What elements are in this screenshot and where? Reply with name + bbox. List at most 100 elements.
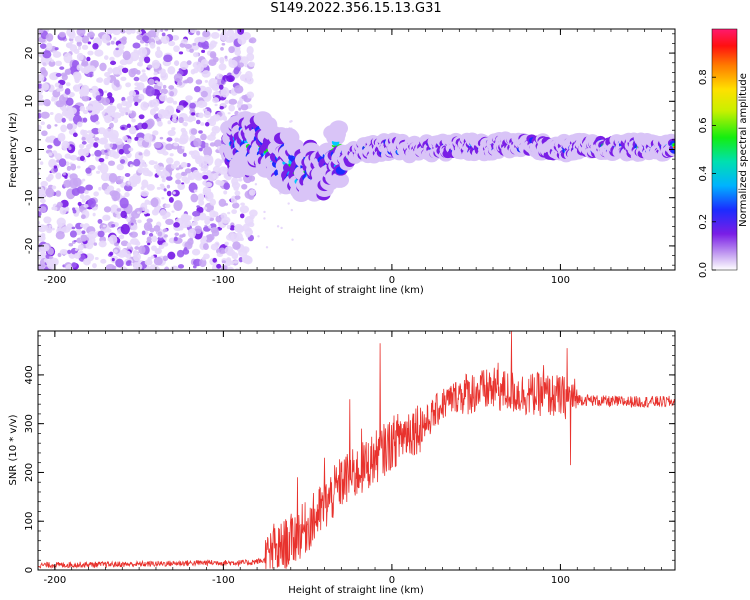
heatmap-noise-blob: [146, 213, 151, 217]
heatmap-noise-blob: [166, 172, 171, 177]
colorbar-tick-label: 0.2: [698, 214, 709, 230]
heatmap-noise-blob: [113, 37, 117, 41]
heatmap-noise-blob: [226, 266, 234, 270]
snr-xtick-label: 0: [389, 575, 395, 586]
heatmap-noise-blob: [78, 143, 85, 149]
heatmap-noise-blob: [240, 244, 244, 249]
heatmap-noise-blob: [55, 230, 65, 240]
heatmap-noise-blob: [241, 254, 251, 264]
heatmap-noise-blob: [140, 101, 149, 111]
heatmap-noise-blob: [156, 46, 161, 51]
heatmap-noise-blob: [126, 138, 132, 144]
heatmap-noise-blob: [153, 164, 160, 170]
heatmap-noise-blob: [54, 112, 64, 124]
spectrogram-xtick-label: -200: [44, 275, 67, 286]
heatmap-noise-blob: [107, 236, 114, 242]
heatmap-noise-blob: [180, 220, 189, 229]
colorbar-gradient: [711, 28, 738, 271]
heatmap-noise-blob: [80, 234, 88, 242]
heatmap-noise-blob: [76, 64, 83, 71]
heatmap-noise-blob: [110, 40, 115, 45]
heatmap-noise-blob: [94, 49, 104, 57]
heatmap-noise-blob: [194, 85, 201, 93]
heatmap-noise-blob: [178, 116, 185, 124]
heatmap-noise-blob: [229, 225, 236, 231]
heatmap-noise-blob: [106, 29, 113, 35]
heatmap-noise-blob: [137, 62, 142, 66]
heatmap-noise-blob: [171, 34, 180, 41]
heatmap-noise-blob: [224, 55, 228, 59]
heatmap-noise-blob: [181, 182, 185, 185]
heatmap-noise-blob: [197, 36, 204, 41]
heatmap-noise-blob: [77, 46, 82, 50]
heatmap-noise-blob: [69, 178, 79, 189]
heatmap-noise-blob: [104, 128, 114, 138]
heatmap-noise-blob: [154, 36, 160, 42]
heatmap-noise-blob: [189, 29, 197, 34]
heatmap-noise-blob: [170, 163, 178, 169]
heatmap-noise-blob: [204, 181, 213, 188]
heatmap-noise-blob: [159, 209, 167, 217]
heatmap-noise-blob: [85, 184, 93, 191]
heatmap-noise-blob: [67, 107, 77, 115]
heatmap-noise-blob: [167, 120, 172, 125]
heatmap-noise-blob: [180, 161, 188, 168]
heatmap-noise-blob: [81, 198, 86, 203]
heatmap-noise-blob: [128, 126, 137, 135]
heatmap-noise-blob: [89, 65, 96, 72]
spectrogram-xtick-label: -100: [212, 275, 235, 286]
heatmap-noise-blob: [151, 59, 161, 69]
heatmap-noise-blob: [195, 79, 203, 85]
heatmap-noise-blob: [141, 35, 149, 42]
heatmap-noise-blob: [220, 212, 228, 220]
heatmap-noise-blob: [104, 79, 110, 86]
heatmap-noise-blob: [184, 43, 192, 49]
heatmap-noise-blob: [63, 141, 70, 149]
spectrogram-ytick-label: -20: [24, 238, 35, 254]
heatmap-noise-blob: [160, 88, 169, 95]
heatmap-noise-blob: [94, 257, 99, 261]
heatmap-noise-blob: [197, 193, 205, 202]
heatmap-noise-blob: [121, 36, 127, 42]
heatmap-noise-blob: [55, 72, 62, 78]
heatmap-noise-blob: [234, 195, 241, 200]
heatmap-noise-blob: [134, 86, 138, 90]
colorbar-tick-label: 0.0: [698, 262, 709, 278]
heatmap-noise-blob: [82, 117, 88, 123]
heatmap-noise-blob: [179, 60, 189, 70]
heatmap-noise-blob: [104, 149, 108, 153]
heatmap-noise-blob: [163, 188, 167, 192]
spectrogram-ytick-label: 10: [24, 95, 35, 108]
spectrogram-xlabel: Height of straight line (km): [288, 285, 424, 296]
heatmap-noise-blob: [211, 125, 221, 134]
heatmap-noise-blob: [79, 105, 86, 112]
heatmap-noise-blob: [237, 35, 247, 45]
heatmap-noise-blob: [226, 75, 235, 83]
heatmap-noise-blob: [120, 210, 127, 219]
heatmap-noise-blob: [129, 231, 138, 238]
heatmap-noise-blob: [108, 160, 116, 166]
heatmap-noise-blob: [153, 71, 158, 76]
heatmap-noise-blob: [220, 265, 228, 270]
heatmap-noise-blob: [103, 90, 108, 93]
snr-xtick-label: 100: [551, 575, 570, 586]
heatmap-noise-blob: [146, 218, 153, 223]
heatmap-noise-blob: [144, 259, 153, 266]
heatmap-noise-blob: [173, 200, 183, 212]
heatmap-noise-blob: [72, 209, 77, 214]
heatmap-noise-blob: [138, 245, 146, 255]
heatmap-noise-blob: [200, 58, 209, 68]
heatmap-noise-blob: [91, 127, 100, 135]
heatmap-noise-blob: [61, 72, 67, 77]
heatmap-noise-blob: [42, 50, 52, 59]
heatmap-noise-blob: [127, 181, 131, 185]
heatmap-noise-blob: [173, 236, 178, 242]
heatmap-noise-blob: [95, 120, 100, 125]
heatmap-noise-blob: [196, 30, 201, 36]
heatmap-noise-blob: [187, 238, 194, 246]
heatmap-noise-blob: [162, 215, 168, 220]
heatmap-noise-blob: [99, 163, 109, 174]
heatmap-noise-blob: [120, 176, 125, 180]
heatmap-noise-blob: [172, 191, 176, 195]
heatmap-noise-speck: [254, 183, 258, 186]
